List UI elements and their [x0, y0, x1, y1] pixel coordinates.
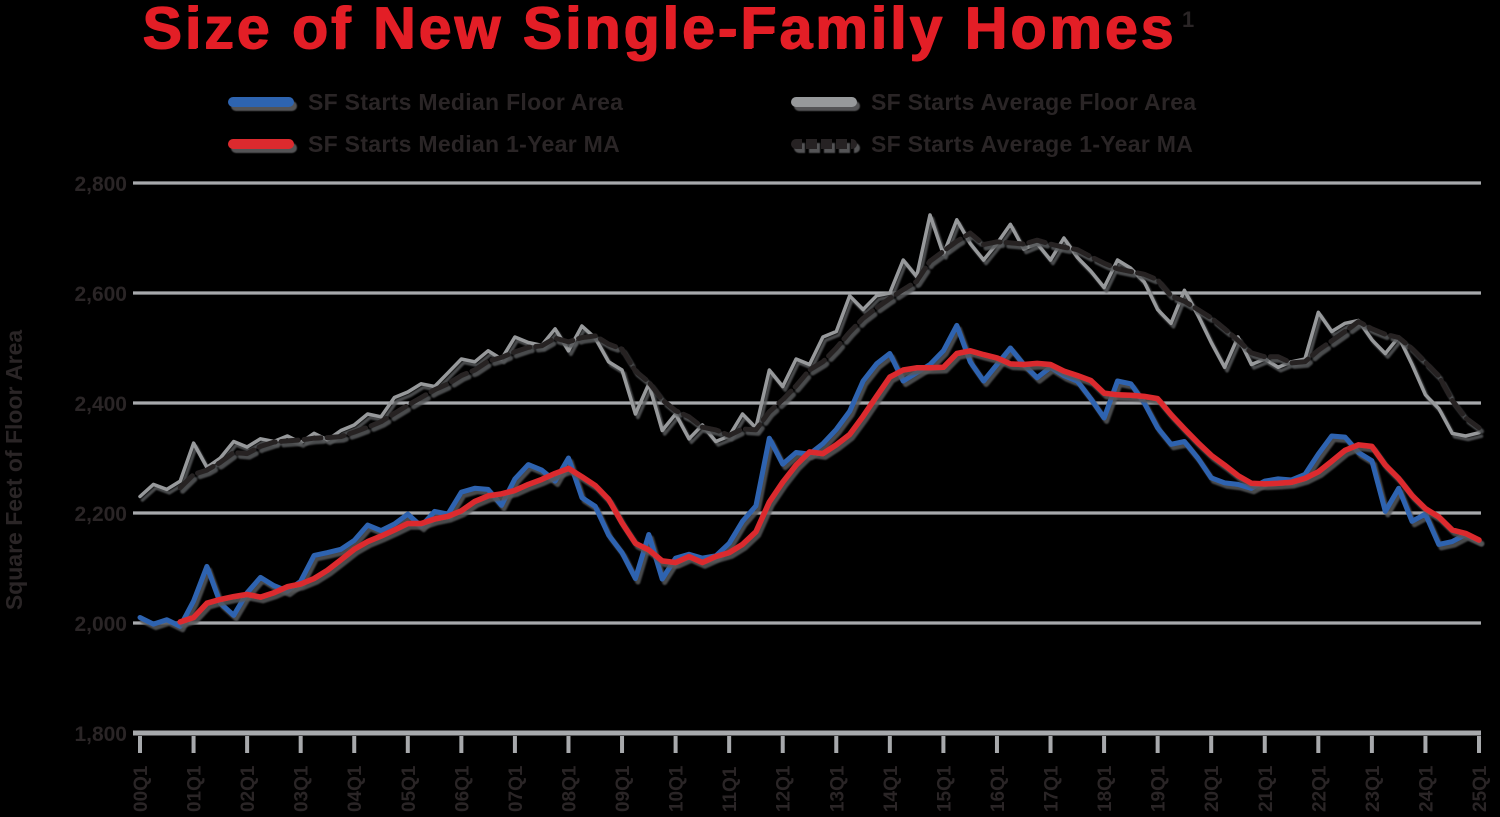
chart-title: Size of New Single-Family Homes 1 [142, 0, 1194, 62]
x-tick-label: 01Q1 [185, 765, 206, 812]
x-tick-label: 24Q1 [1416, 765, 1437, 812]
legend-swatch-average-ma-icon [791, 139, 857, 149]
legend-swatch-median-ma-icon [228, 139, 294, 149]
x-tick-label: 11Q1 [720, 766, 741, 812]
legend-item-median-ma: SF Starts Median 1-Year MA [228, 130, 620, 157]
x-tick-label: 25Q1 [1470, 765, 1491, 812]
legend-item-average-ma: SF Starts Average 1-Year MA [791, 130, 1194, 157]
y-tick-label: 2,000 [74, 613, 127, 636]
x-tick-label: 20Q1 [1202, 765, 1223, 812]
x-tick-label: 16Q1 [988, 765, 1009, 812]
x-tick-label: 08Q1 [559, 765, 580, 812]
x-tick-label: 09Q1 [613, 765, 634, 812]
x-tick-label: 23Q1 [1363, 765, 1384, 812]
x-tick-label: 10Q1 [667, 765, 688, 812]
legend-label-average: SF Starts Average Floor Area [871, 88, 1197, 115]
x-tick-label: 21Q1 [1256, 765, 1277, 812]
x-tick-label: 05Q1 [399, 765, 420, 812]
legend-swatch-average-icon [791, 97, 857, 107]
series-layer [137, 213, 1482, 629]
legend-item-average: SF Starts Average Floor Area [791, 88, 1197, 115]
y-tick-label: 2,400 [74, 393, 127, 416]
x-tick-label: 02Q1 [238, 765, 259, 812]
x-tick-label: 03Q1 [292, 765, 313, 812]
chart-title-text: Size of New Single-Family Homes [142, 0, 1176, 61]
x-tick-label: 13Q1 [827, 765, 848, 812]
series-line-sf-starts-median-1-year-ma [177, 348, 1482, 625]
x-tick-label: 17Q1 [1042, 765, 1063, 812]
series-line-sf-starts-average-1-year-ma [177, 230, 1482, 491]
title-footnote-superscript: 1 [1181, 7, 1195, 33]
x-tick-label: 19Q1 [1149, 765, 1170, 812]
x-tick-label: 07Q1 [506, 765, 527, 812]
x-tick-label: 04Q1 [345, 765, 366, 812]
x-tick-label: 18Q1 [1095, 765, 1116, 812]
y-tick-label: 2,200 [74, 503, 127, 526]
y-tick-label: 2,600 [74, 283, 127, 306]
x-tick-label: 22Q1 [1309, 765, 1330, 812]
legend-label-median: SF Starts Median Floor Area [308, 88, 624, 115]
y-tick-label: 2,800 [74, 173, 127, 196]
series-line-sf-starts-average-floor-area [138, 213, 1481, 499]
x-tick-label: 14Q1 [881, 765, 902, 812]
legend-item-median: SF Starts Median Floor Area [228, 88, 624, 115]
y-axis-title: Square Feet of Floor Area [1, 330, 27, 611]
x-tick-label: 06Q1 [452, 765, 473, 812]
legend-label-median-ma: SF Starts Median 1-Year MA [308, 130, 620, 157]
x-tick-label: 00Q1 [131, 765, 152, 812]
legend-label-average-ma: SF Starts Average 1-Year MA [871, 130, 1194, 157]
x-tick-label: 15Q1 [934, 765, 955, 812]
grid-layer [133, 181, 1481, 753]
x-tick-label: 12Q1 [774, 765, 795, 812]
y-tick-label: 1,800 [74, 723, 127, 746]
legend-swatch-median-icon [228, 97, 294, 107]
